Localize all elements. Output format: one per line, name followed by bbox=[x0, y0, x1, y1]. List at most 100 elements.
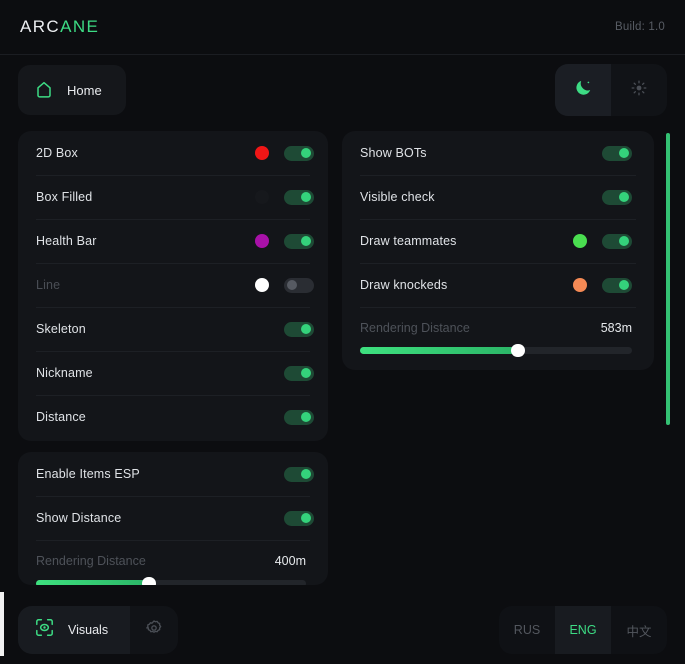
slider-row: Rendering Distance 400m bbox=[18, 540, 328, 585]
settings-row: Show BOTs bbox=[342, 131, 654, 175]
slider-knob[interactable] bbox=[510, 344, 525, 357]
settings-row-label: Visible check bbox=[360, 190, 435, 204]
settings-row-controls bbox=[284, 321, 314, 337]
settings-row-label: 2D Box bbox=[36, 146, 78, 160]
build-version-label: Build: 1.0 bbox=[615, 21, 665, 33]
toggle-switch[interactable] bbox=[284, 233, 314, 249]
slider-row: Rendering Distance 583m bbox=[342, 307, 654, 357]
settings-row-controls bbox=[284, 510, 314, 526]
settings-row-controls bbox=[255, 233, 314, 249]
toggle-knob bbox=[301, 192, 311, 202]
toggle-switch[interactable] bbox=[284, 189, 314, 205]
settings-row: Draw teammates bbox=[342, 219, 654, 263]
toggle-knob bbox=[619, 148, 629, 158]
toggle-knob bbox=[301, 469, 311, 479]
sun-icon bbox=[631, 80, 647, 101]
toggle-knob bbox=[301, 236, 311, 246]
settings-row-label: Enable Items ESP bbox=[36, 467, 140, 481]
toggle-switch[interactable] bbox=[284, 145, 314, 161]
settings-row-controls bbox=[255, 189, 314, 205]
tab-row: Home bbox=[0, 55, 685, 125]
settings-row: 2D Box bbox=[18, 131, 328, 175]
language-option-中文[interactable]: 中文 bbox=[626, 624, 652, 639]
settings-row: Nickname bbox=[18, 351, 328, 395]
toggle-knob bbox=[301, 148, 311, 158]
toggle-switch[interactable] bbox=[284, 277, 314, 293]
toggle-switch[interactable] bbox=[284, 510, 314, 526]
settings-row: Distance bbox=[18, 395, 328, 439]
color-swatch[interactable] bbox=[255, 146, 269, 160]
nav-item-visuals[interactable]: Visuals bbox=[18, 606, 131, 654]
language-option-rus[interactable]: RUS bbox=[513, 623, 541, 637]
toggle-knob bbox=[619, 192, 629, 202]
panel-items-esp: Enable Items ESP Show Distance Rendering D… bbox=[18, 452, 328, 585]
slider-track[interactable] bbox=[36, 577, 306, 585]
scan-eye-icon bbox=[34, 617, 55, 643]
settings-row: Skeleton bbox=[18, 307, 328, 351]
toggle-knob bbox=[301, 412, 311, 422]
toggle-switch[interactable] bbox=[602, 277, 632, 293]
toggle-knob bbox=[287, 280, 297, 290]
tab-home[interactable]: Home bbox=[18, 65, 126, 115]
color-swatch[interactable] bbox=[255, 190, 269, 204]
settings-row: Health Bar bbox=[18, 219, 328, 263]
settings-row: Enable Items ESP bbox=[18, 452, 328, 496]
tab-home-label: Home bbox=[67, 82, 102, 98]
panel-player-options: Show BOTs Visible check Draw teammates Draw… bbox=[342, 131, 654, 370]
toggle-knob bbox=[301, 324, 311, 334]
settings-row-controls bbox=[573, 233, 632, 249]
toggle-switch[interactable] bbox=[284, 409, 314, 425]
toggle-knob bbox=[301, 513, 311, 523]
settings-row-label: Box Filled bbox=[36, 190, 93, 204]
settings-row: Visible check bbox=[342, 175, 654, 219]
logo-primary-text: ARC bbox=[20, 17, 61, 36]
home-pentagon-icon bbox=[34, 80, 54, 100]
settings-row-label: Show Distance bbox=[36, 511, 122, 525]
settings-row-label: Draw teammates bbox=[360, 234, 457, 248]
color-swatch[interactable] bbox=[573, 234, 587, 248]
settings-row: Box Filled bbox=[18, 175, 328, 219]
vertical-scrollbar[interactable] bbox=[666, 133, 670, 425]
gear-icon bbox=[145, 619, 163, 642]
slider-track[interactable] bbox=[360, 344, 632, 357]
toggle-switch[interactable] bbox=[284, 466, 314, 482]
toggle-knob bbox=[301, 368, 311, 378]
nav-item-visuals-label: Visuals bbox=[68, 623, 109, 637]
toggle-switch[interactable] bbox=[602, 233, 632, 249]
toggle-switch[interactable] bbox=[602, 145, 632, 161]
settings-row-controls bbox=[284, 365, 314, 381]
toggle-knob bbox=[619, 236, 629, 246]
theme-dark-button[interactable] bbox=[555, 64, 611, 116]
slider-label: Rendering Distance bbox=[36, 554, 146, 568]
slider-header: Rendering Distance 583m bbox=[360, 321, 632, 335]
settings-row-label: Skeleton bbox=[36, 322, 86, 336]
slider-fill bbox=[360, 347, 518, 354]
settings-row: Line bbox=[18, 263, 328, 307]
slider-label: Rendering Distance bbox=[360, 321, 470, 335]
settings-row-controls bbox=[255, 145, 314, 161]
color-swatch[interactable] bbox=[255, 278, 269, 292]
theme-light-button[interactable] bbox=[611, 64, 667, 116]
app-header: ARCANE Build: 1.0 bbox=[0, 0, 685, 55]
language-option-eng[interactable]: ENG bbox=[555, 606, 611, 654]
settings-row-controls bbox=[573, 277, 632, 293]
settings-row-controls bbox=[284, 466, 314, 482]
settings-row-label: Show BOTs bbox=[360, 146, 427, 160]
settings-row-controls bbox=[284, 409, 314, 425]
settings-row-controls bbox=[602, 189, 632, 205]
settings-row-label: Distance bbox=[36, 410, 86, 424]
bottom-bar: Visuals RUS ENG 中文 bbox=[0, 596, 685, 664]
toggle-switch[interactable] bbox=[602, 189, 632, 205]
nav-item-settings[interactable] bbox=[130, 606, 178, 654]
toggle-switch[interactable] bbox=[284, 365, 314, 381]
settings-row-label: Nickname bbox=[36, 366, 93, 380]
color-swatch[interactable] bbox=[255, 234, 269, 248]
toggle-switch[interactable] bbox=[284, 321, 314, 337]
settings-row-label: Draw knockeds bbox=[360, 278, 448, 292]
slider-knob[interactable] bbox=[142, 577, 157, 585]
theme-switch-group bbox=[555, 64, 667, 116]
slider-value: 400m bbox=[274, 554, 306, 568]
color-swatch[interactable] bbox=[573, 278, 587, 292]
settings-row: Show Distance bbox=[18, 496, 328, 540]
logo-accent-text: ANE bbox=[60, 17, 100, 36]
